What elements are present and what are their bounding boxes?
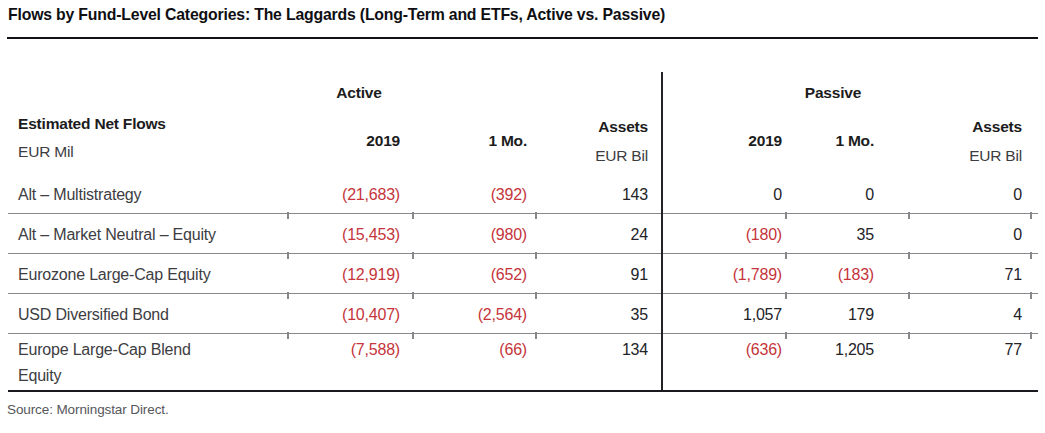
col-header-active-2019: 2019 [290,132,400,150]
column-tick [412,292,414,299]
column-tick [785,212,787,219]
column-tick [412,332,414,339]
category-label: Eurozone Large-Cap Equity [18,262,273,288]
cell-passive-1: 35 [764,225,874,245]
cell-active-2: 24 [538,225,648,245]
page-title: Flows by Fund-Level Categories: The Lagg… [8,5,665,25]
col-subheader-passive-eurbil: EUR Bil [912,147,1022,165]
cell-passive-1: (183) [764,265,874,285]
column-tick [287,332,289,339]
col-subheader-active-eurbil: EUR Bil [538,147,648,165]
column-tick [535,212,537,219]
column-tick [785,252,787,259]
col-header-active-assets: Assets [538,118,648,136]
cell-passive-2: 0 [912,225,1022,245]
row-header-subtitle: EUR Mil [18,143,73,161]
cell-active-1: (392) [417,185,527,205]
column-tick [535,332,537,339]
cell-active-0: (7,588) [290,340,400,360]
column-tick [412,252,414,259]
cell-active-1: (980) [417,225,527,245]
col-header-active-1mo: 1 Mo. [417,132,527,150]
title-divider [7,37,1038,39]
column-tick [908,332,910,339]
cell-passive-2: 71 [912,265,1022,285]
cell-active-2: 35 [538,305,648,325]
column-tick [287,292,289,299]
cell-passive-2: 77 [912,340,1022,360]
column-tick [1030,212,1032,219]
row-header-title: Estimated Net Flows [18,115,166,133]
column-tick [535,292,537,299]
fund-flows-exhibit: Flows by Fund-Level Categories: The Lagg… [0,0,1045,433]
table-row: Alt – Market Neutral – Equity (15,453) (98… [8,213,1038,254]
cell-passive-1: 179 [764,305,874,325]
col-header-passive-1mo: 1 Mo. [764,132,874,150]
column-tick [535,252,537,259]
cell-active-1: (2,564) [417,305,527,325]
cell-active-2: 91 [538,265,648,285]
source-note: Source: Morningstar Direct. [7,402,169,417]
cell-active-2: 134 [538,340,648,360]
group-header-active: Active [287,84,431,102]
column-tick [287,252,289,259]
column-tick [1030,252,1032,259]
cell-active-0: (12,919) [290,265,400,285]
column-tick [908,212,910,219]
cell-active-1: (66) [417,340,527,360]
cell-active-2: 143 [538,185,648,205]
category-label: USD Diversified Bond [18,302,273,328]
table-row: USD Diversified Bond(10,407)(2,564)351,0… [8,293,1038,334]
column-tick [785,292,787,299]
cell-passive-1: 0 [764,185,874,205]
column-tick [412,212,414,219]
column-tick [908,252,910,259]
cell-passive-2: 4 [912,305,1022,325]
group-header-passive: Passive [743,84,923,102]
cell-active-0: (21,683) [290,185,400,205]
column-tick [785,332,787,339]
active-passive-divider [661,72,663,390]
col-header-passive-assets: Assets [912,118,1022,136]
column-tick [1030,292,1032,299]
table-row: Eurozone Large-Cap Equity (12,919) (652) 91… [8,253,1038,294]
category-label: Alt – Multistrategy [18,182,273,208]
column-tick [287,212,289,219]
category-label: Alt – Market Neutral – Equity [18,222,273,248]
cell-active-1: (652) [417,265,527,285]
table-row: Alt – Multistrategy(21,683)(392)143000 [8,175,1038,214]
cell-active-0: (10,407) [290,305,400,325]
category-label: Europe Large-Cap BlendEquity [18,337,273,389]
cell-passive-1: 1,205 [764,340,874,360]
column-tick [908,292,910,299]
cell-active-0: (15,453) [290,225,400,245]
table-row: Europe Large-Cap BlendEquity (7,588) (66) 1… [8,333,1038,392]
column-tick [1030,332,1032,339]
cell-passive-2: 0 [912,185,1022,205]
